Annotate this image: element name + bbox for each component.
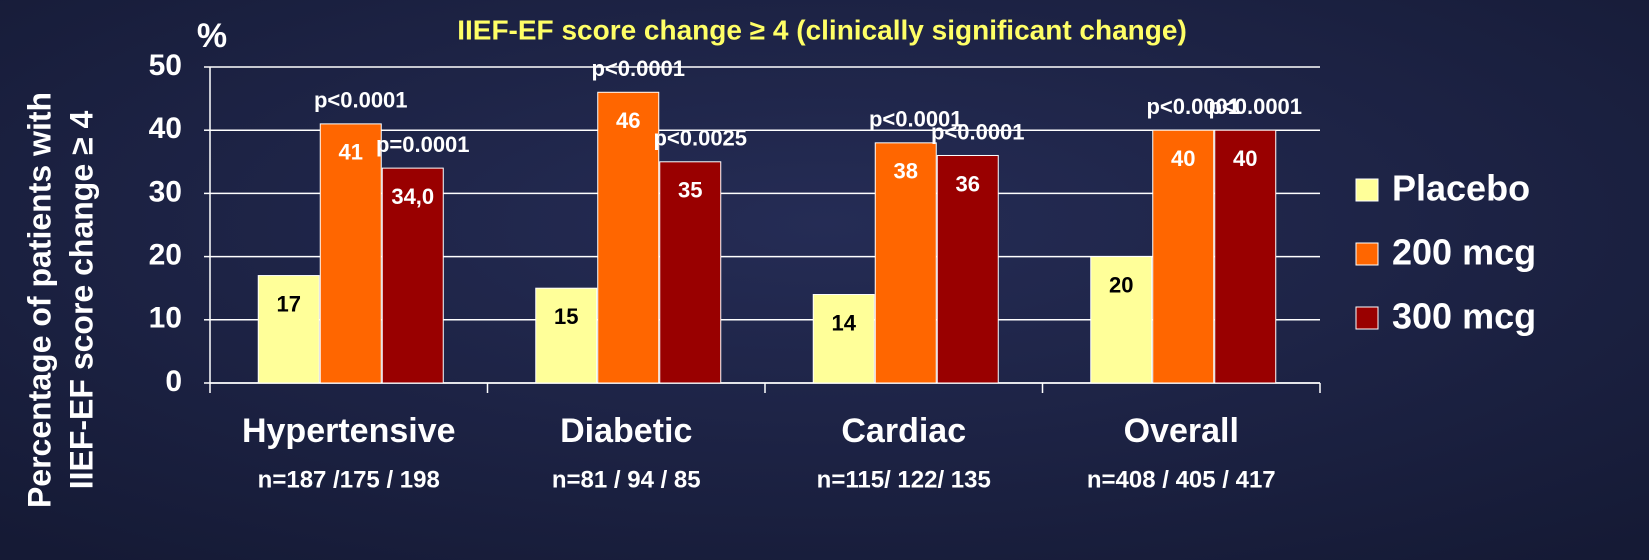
x-tick-label: Hypertensive	[242, 412, 456, 450]
data-label: 15	[554, 304, 578, 329]
y-axis-label: Percentage of patients with	[21, 92, 57, 508]
data-label: 38	[894, 159, 918, 184]
data-label: 36	[956, 171, 980, 196]
bar	[812, 294, 875, 384]
legend-swatch	[1355, 178, 1379, 202]
bar	[1090, 256, 1153, 384]
bar	[1214, 129, 1277, 384]
category-note: n=187 /175 / 198	[258, 466, 440, 493]
category-note: n=408 / 405 / 417	[1087, 466, 1276, 493]
p-value-label: p<0.0001	[314, 88, 408, 113]
legend-label: 200 mcg	[1392, 232, 1536, 273]
bar	[1152, 129, 1215, 384]
data-label: 14	[832, 310, 857, 335]
p-value-label: p<0.0001	[1146, 94, 1240, 119]
p-value-label: p=0.0001	[376, 132, 470, 157]
y-tick-label: 20	[149, 239, 182, 272]
data-label: 35	[678, 178, 702, 203]
unit-label: %	[197, 17, 227, 55]
bar	[535, 287, 598, 384]
data-label: 40	[1171, 146, 1195, 171]
bar	[659, 161, 722, 384]
x-tick-label: Diabetic	[560, 412, 692, 450]
y-tick-label: 30	[149, 175, 182, 208]
bar	[381, 167, 444, 384]
data-label: 46	[616, 108, 640, 133]
bar	[597, 91, 660, 384]
data-label: 20	[1109, 272, 1133, 297]
x-tick-label: Cardiac	[841, 412, 966, 450]
y-tick-label: 10	[149, 302, 182, 335]
category-note: n=115/ 122/ 135	[817, 466, 991, 493]
legend-swatch	[1355, 306, 1379, 330]
y-tick-label: 0	[165, 365, 182, 398]
data-label: 34,0	[391, 184, 434, 209]
data-label: 17	[277, 291, 301, 316]
y-tick-label: 40	[149, 112, 182, 145]
p-value-label: p<0.0001	[591, 56, 685, 81]
bar	[874, 142, 937, 384]
bar	[936, 154, 999, 384]
chart-title: IIEF-EF score change ≥ 4 (clinically sig…	[457, 14, 1187, 45]
y-tick-label: 50	[149, 49, 182, 82]
y-axis-label: IIEF-EF score change ≥ 4	[63, 111, 99, 490]
bar	[257, 275, 320, 384]
category-note: n=81 / 94 / 85	[552, 466, 701, 493]
legend-label: 300 mcg	[1392, 296, 1536, 337]
legend-swatch	[1355, 242, 1379, 266]
p-value-label: p<0.0025	[653, 126, 747, 151]
p-value-label: p<0.0001	[869, 107, 963, 132]
p-value-label: p<0.0001	[1208, 94, 1302, 119]
bar	[319, 123, 382, 384]
data-label: 41	[339, 140, 363, 165]
x-tick-label: Overall	[1124, 412, 1239, 450]
data-label: 40	[1233, 146, 1257, 171]
p-value-label: p<0.0001	[931, 119, 1025, 144]
legend-label: Placebo	[1392, 168, 1530, 209]
